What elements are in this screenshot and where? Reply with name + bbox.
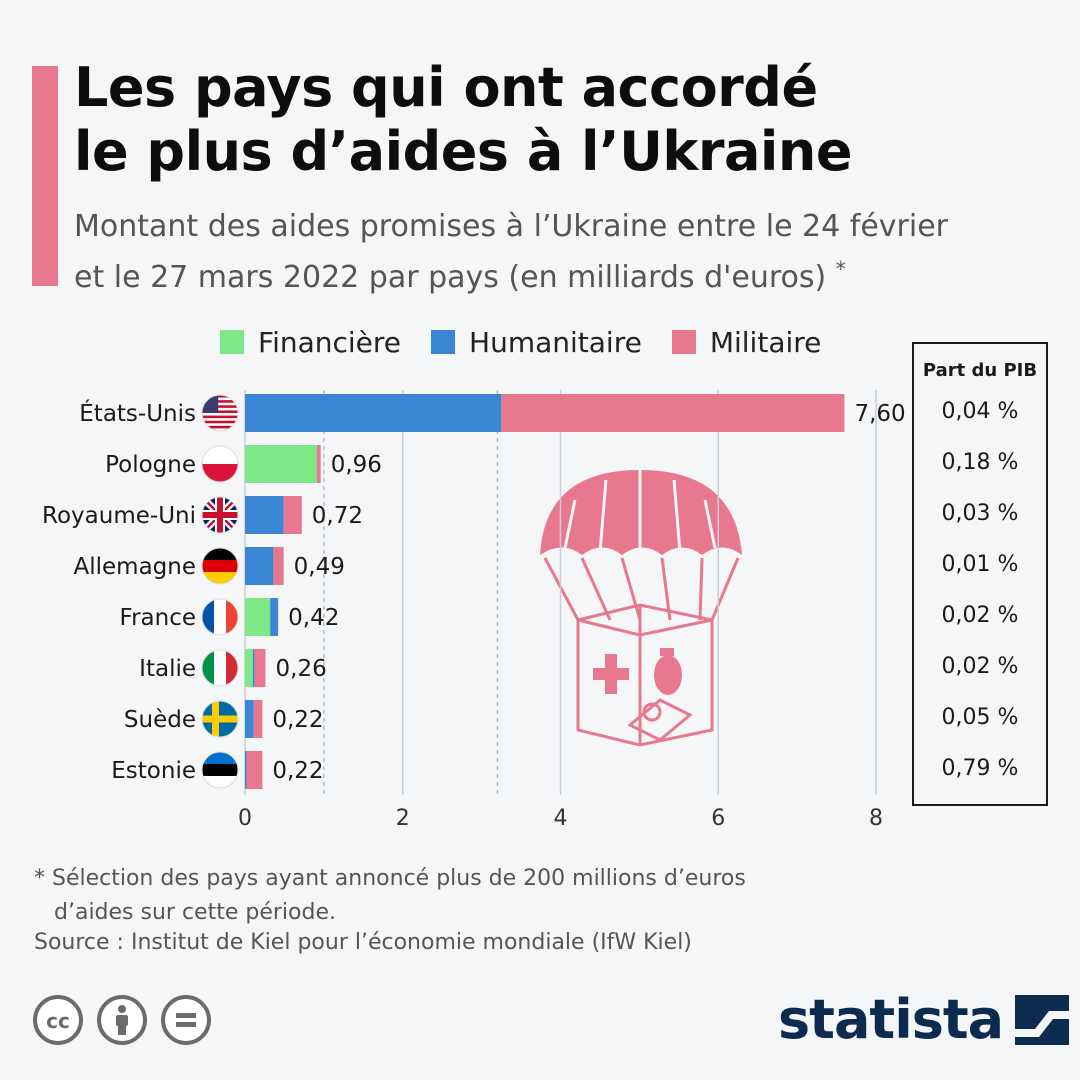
bar-humanitaire xyxy=(245,700,254,738)
legend-label-humanitaire: Humanitaire xyxy=(469,325,642,359)
country-flag-icon xyxy=(201,496,239,534)
country-flag-icon xyxy=(201,598,239,636)
footnote-line-1: * Sélection des pays ayant annoncé plus … xyxy=(34,866,746,891)
pib-value: 0,02 % xyxy=(941,603,1019,628)
cc-icon[interactable]: cc xyxy=(32,994,84,1046)
pib-table: Part du PIB 0,04 % 0,18 % 0,03 % 0,01 % 0,02… xyxy=(912,342,1048,806)
country-flag-icon xyxy=(201,445,239,483)
total-label: 0,49 xyxy=(294,554,345,580)
bar-humanitaire xyxy=(245,547,274,585)
legend-item-humanitaire: Humanitaire xyxy=(431,326,642,359)
chart-title: Les pays qui ont accordé le plus d’aides… xyxy=(74,56,1054,184)
category-label: Allemagne xyxy=(74,554,197,580)
legend-label-militaire: Militaire xyxy=(709,325,822,359)
pib-value: 0,05 % xyxy=(941,705,1019,730)
brand-name: statista xyxy=(778,988,1004,1051)
bar-militaire xyxy=(254,649,266,687)
bar-militaire xyxy=(283,496,302,534)
country-flag-icon xyxy=(201,751,239,789)
x-tick-4: 4 xyxy=(554,806,568,831)
chart-subtitle: Montant des aides promises à l’Ukraine e… xyxy=(74,206,1054,299)
bar-financière xyxy=(245,598,271,636)
total-label: 0,42 xyxy=(288,605,339,631)
category-label: Suède xyxy=(124,707,196,733)
category-label: États-Unis xyxy=(79,399,196,427)
pib-value: 0,79 % xyxy=(941,756,1019,781)
legend-swatch-militaire xyxy=(671,330,696,354)
x-tick-2: 2 xyxy=(396,806,410,831)
category-label: France xyxy=(120,605,196,631)
bar-humanitaire xyxy=(245,394,502,432)
total-label: 0,22 xyxy=(272,707,323,733)
bar-humanitaire xyxy=(245,496,284,534)
no-derivatives-icon[interactable] xyxy=(160,994,212,1046)
pib-value: 0,01 % xyxy=(941,552,1019,577)
bar-militaire xyxy=(273,547,284,585)
svg-text:cc: cc xyxy=(46,1009,70,1033)
legend-swatch-humanitaire xyxy=(431,330,456,354)
source-note: Source : Institut de Kiel pour l’économi… xyxy=(34,930,692,955)
total-label: 7,60 xyxy=(854,401,905,427)
legend-item-financiere: Financière xyxy=(220,326,401,359)
total-label: 0,22 xyxy=(272,758,323,784)
x-tick-6: 6 xyxy=(711,806,725,831)
category-label: Italie xyxy=(139,656,196,682)
pib-value: 0,03 % xyxy=(941,501,1019,526)
footnote: * Sélection des pays ayant annoncé plus … xyxy=(34,862,854,930)
legend-label-financiere: Financière xyxy=(258,325,402,359)
parachute-aid-icon xyxy=(540,470,742,747)
bar-militaire xyxy=(316,445,321,483)
subtitle-line-2-text: et le 27 mars 2022 par pays (en milliard… xyxy=(74,260,827,295)
attribution-icon[interactable] xyxy=(96,994,148,1046)
country-flag-icon xyxy=(201,649,239,687)
legend-swatch-financiere xyxy=(220,330,244,354)
x-tick-0: 0 xyxy=(238,806,252,831)
category-label: Pologne xyxy=(105,452,196,478)
bar-militaire xyxy=(253,700,263,738)
bar-humanitaire xyxy=(252,649,255,687)
bar-financière xyxy=(245,445,317,483)
category-label: Royaume-Uni xyxy=(42,503,196,529)
subtitle-star: * xyxy=(835,257,846,281)
total-label: 0,26 xyxy=(276,656,327,682)
subtitle-line-2: et le 27 mars 2022 par pays (en milliard… xyxy=(74,248,1054,299)
bar-financière xyxy=(245,649,253,687)
category-label: Estonie xyxy=(111,758,196,784)
subtitle-line-1: Montant des aides promises à l’Ukraine e… xyxy=(74,209,948,244)
title-line-2: le plus d’aides à l’Ukraine xyxy=(74,120,853,183)
country-flag-icon xyxy=(201,547,239,585)
title-line-1: Les pays qui ont accordé xyxy=(74,56,818,119)
bar-humanitaire xyxy=(245,751,247,789)
bar-humanitaire xyxy=(270,598,279,636)
pib-value: 0,18 % xyxy=(941,450,1019,475)
title-accent-bar xyxy=(32,66,58,286)
bar-chart: 0 2 4 6 8 États-Unis 7,60 Pologne 0,96 Royaume-Un… xyxy=(42,390,906,831)
country-flag-icon xyxy=(201,394,239,432)
legend-item-militaire: Militaire xyxy=(671,325,822,359)
bar-militaire xyxy=(246,751,263,789)
country-flag-icon xyxy=(201,700,239,738)
bar-militaire xyxy=(501,394,845,432)
pib-value: 0,04 % xyxy=(941,399,1019,424)
chart-legend: Financière Humanitaire Militaire xyxy=(220,322,851,362)
brand-logo: statista xyxy=(778,988,1070,1051)
footnote-line-2: d’aides sur cette période. xyxy=(54,900,336,925)
statista-logo-icon xyxy=(1015,995,1070,1045)
total-label: 0,96 xyxy=(331,452,382,478)
license-icons: cc xyxy=(32,994,224,1046)
x-tick-8: 8 xyxy=(869,806,883,831)
total-label: 0,72 xyxy=(312,503,363,529)
pib-header: Part du PIB xyxy=(922,360,1038,381)
pib-value: 0,02 % xyxy=(941,654,1019,679)
